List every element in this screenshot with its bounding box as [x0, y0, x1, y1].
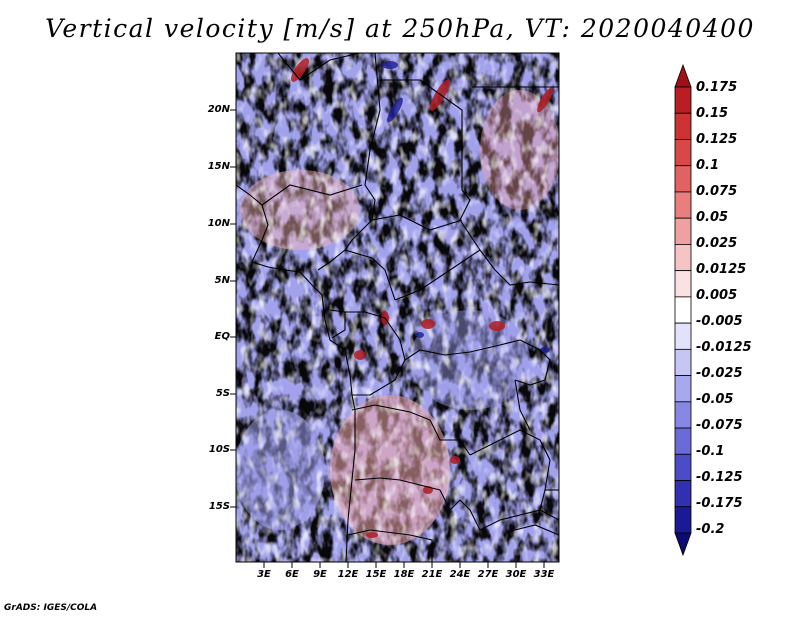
colorbar-swatch	[674, 453, 692, 481]
colorbar-label: 0.075	[696, 184, 738, 199]
colorbar-swatch	[674, 112, 692, 140]
lat-label: 10S	[208, 444, 230, 455]
lat-label: 15N	[207, 161, 230, 172]
colorbar-label: -0.175	[696, 496, 743, 511]
colorbar-swatch	[674, 480, 692, 508]
lon-label: 30E	[505, 569, 527, 580]
colorbar-label: -0.0125	[696, 340, 752, 355]
map-title: Vertical velocity [m/s] at 250hPa, VT: 2…	[45, 14, 755, 43]
colorbar-cap-bottom	[674, 532, 692, 557]
colorbar-swatch	[674, 86, 692, 114]
colorbar-label: 0.005	[696, 288, 738, 303]
lon-label: 24E	[449, 569, 471, 580]
colorbar-label: 0.0125	[696, 262, 747, 277]
colorbar-label: -0.05	[696, 392, 734, 407]
colorbar-swatch	[674, 506, 692, 534]
velocity-field	[236, 53, 559, 562]
colorbar-swatch	[674, 322, 692, 350]
lon-label: 18E	[393, 569, 415, 580]
colorbar-swatch	[674, 217, 692, 245]
lat-label: 5N	[214, 275, 230, 286]
colorbar-label: 0.125	[696, 132, 738, 147]
lon-label: 6E	[285, 569, 299, 580]
colorbar	[674, 63, 692, 557]
colorbar-swatch	[674, 139, 692, 167]
lat-label: 15S	[208, 501, 230, 512]
colorbar-label: 0.175	[696, 80, 738, 95]
colorbar-label: -0.1	[696, 444, 725, 459]
colorbar-label: -0.125	[696, 470, 743, 485]
colorbar-swatch	[674, 296, 692, 324]
colorbar-label: 0.1	[696, 158, 720, 173]
lon-label: 3E	[257, 569, 271, 580]
lon-label: 33E	[533, 569, 555, 580]
colorbar-label: -0.005	[696, 314, 743, 329]
axis-ticks	[230, 109, 545, 568]
map-frame	[235, 52, 560, 563]
colorbar-swatch	[674, 244, 692, 272]
colorbar-label: 0.05	[696, 210, 729, 225]
colorbar-swatch	[674, 270, 692, 298]
colorbar-label: 0.15	[696, 106, 729, 121]
lon-label: 21E	[421, 569, 443, 580]
colorbar-swatch	[674, 348, 692, 376]
colorbar-swatch	[674, 401, 692, 429]
lat-label: 5S	[215, 388, 230, 399]
colorbar-swatch	[674, 165, 692, 193]
colorbar-cap-top	[674, 63, 692, 88]
lat-label: 10N	[207, 218, 230, 229]
colorbar-swatch	[674, 375, 692, 403]
lat-label: 20N	[207, 104, 230, 115]
lon-label: 15E	[365, 569, 387, 580]
lon-label: 27E	[477, 569, 499, 580]
colorbar-label: -0.025	[696, 366, 743, 381]
lon-label: 9E	[313, 569, 327, 580]
colorbar-swatch	[674, 191, 692, 219]
colorbar-label: -0.2	[696, 522, 725, 537]
colorbar-label: -0.075	[696, 418, 743, 433]
boundaries	[236, 53, 559, 562]
grads-credit: GrADS: IGES/COLA	[4, 603, 98, 613]
colorbar-swatch	[674, 427, 692, 455]
colorbar-label: 0.025	[696, 236, 738, 251]
lon-label: 12E	[337, 569, 359, 580]
lat-label: EQ	[214, 331, 230, 342]
